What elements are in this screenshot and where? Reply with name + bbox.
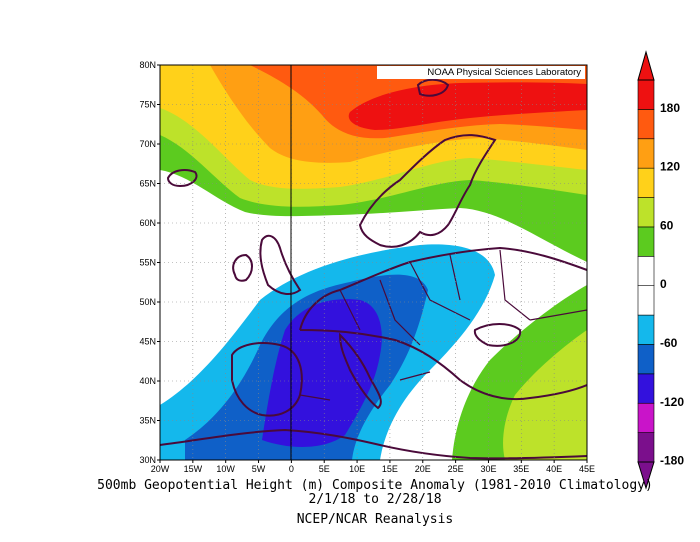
longitude-label: 0 (289, 464, 294, 474)
anomaly-band-180 (348, 82, 587, 130)
north-africa-coast (160, 428, 587, 460)
longitude-label: 45E (579, 464, 595, 474)
longitude-label: 5E (319, 464, 330, 474)
colorbar-label: -60 (660, 336, 678, 350)
longitude-label: 30E (480, 464, 496, 474)
colorbar-label: -120 (660, 395, 684, 409)
longitude-labels: 20W 15W 10W 5W 0 5E 10E 15E 20E 25E 30E 35E 40E 45E (151, 460, 595, 474)
latitude-label: 75N (139, 100, 156, 110)
colorbar-segment (637, 373, 655, 404)
colorbar-segment (637, 314, 655, 345)
svalbard-coast (416, 78, 450, 97)
colorbar-label: -180 (660, 454, 684, 468)
longitude-label: 10W (216, 464, 235, 474)
longitude-label: 10E (349, 464, 365, 474)
latitude-label: 50N (139, 297, 156, 307)
longitude-label: 25E (448, 464, 464, 474)
anomaly-band-neg-90-120 (262, 299, 382, 447)
colorbar-segment (637, 432, 655, 463)
colorbar-bottom-arrow (637, 461, 655, 490)
scandinavia-coast (358, 134, 497, 248)
colorbar-segment (637, 138, 655, 169)
colorbar-label: 180 (660, 101, 680, 115)
colorbar-segment (637, 109, 655, 140)
longitude-label: 20W (151, 464, 170, 474)
latitude-label: 65N (139, 179, 156, 189)
country-borders (299, 249, 587, 401)
colorbar-label: 60 (660, 218, 674, 232)
latitude-label: 45N (139, 337, 156, 347)
colorbar-label: 0 (660, 277, 667, 291)
colorbar-label: 120 (660, 160, 680, 174)
latitude-label: 55N (139, 258, 156, 268)
longitude-label: 15E (382, 464, 398, 474)
caption-dates: 2/1/18 to 2/28/18 (308, 492, 442, 507)
mainland-europe (299, 246, 587, 401)
longitude-label: 15W (184, 464, 203, 474)
colorbar-segment (637, 285, 655, 316)
latitude-label: 80N (139, 60, 156, 70)
black-sea-coast (473, 323, 522, 347)
ireland-coast (232, 253, 253, 282)
italy-coast (338, 332, 382, 410)
anomaly-field (160, 65, 587, 460)
britain-coast (259, 234, 302, 295)
colorbar-segment (637, 256, 655, 286)
colorbar-segment (637, 344, 655, 375)
colorbar-segment (637, 79, 655, 110)
latitude-label: 35N (139, 416, 156, 426)
latitude-label: 40N (139, 376, 156, 386)
colorbar-segment (637, 167, 655, 198)
colorbar-top-arrow (637, 50, 655, 81)
colorbar-segment (637, 226, 655, 257)
credit-label: NOAA Physical Sciences Laboratory (377, 66, 585, 79)
colorbar (637, 50, 655, 490)
colorbar-segment (637, 402, 655, 433)
longitude-label: 5W (252, 464, 266, 474)
colorbar-segment (637, 197, 655, 228)
longitude-label: 35E (513, 464, 529, 474)
colorbar-labels: 180 120 60 0 -60 -120 -180 (660, 101, 684, 468)
latitude-label: 70N (139, 139, 156, 149)
caption-source: NCEP/NCAR Reanalysis (296, 512, 454, 527)
longitude-label: 40E (546, 464, 562, 474)
caption-title: 500mb Geopotential Height (m) Composite … (97, 478, 653, 493)
latitude-labels: 80N 75N 70N 65N 60N 55N 50N 45N 40N 35N 30N (139, 60, 160, 465)
longitude-label: 20E (415, 464, 431, 474)
latitude-label: 30N (139, 455, 156, 465)
iceland-coast (166, 169, 198, 188)
latitude-label: 60N (139, 218, 156, 228)
